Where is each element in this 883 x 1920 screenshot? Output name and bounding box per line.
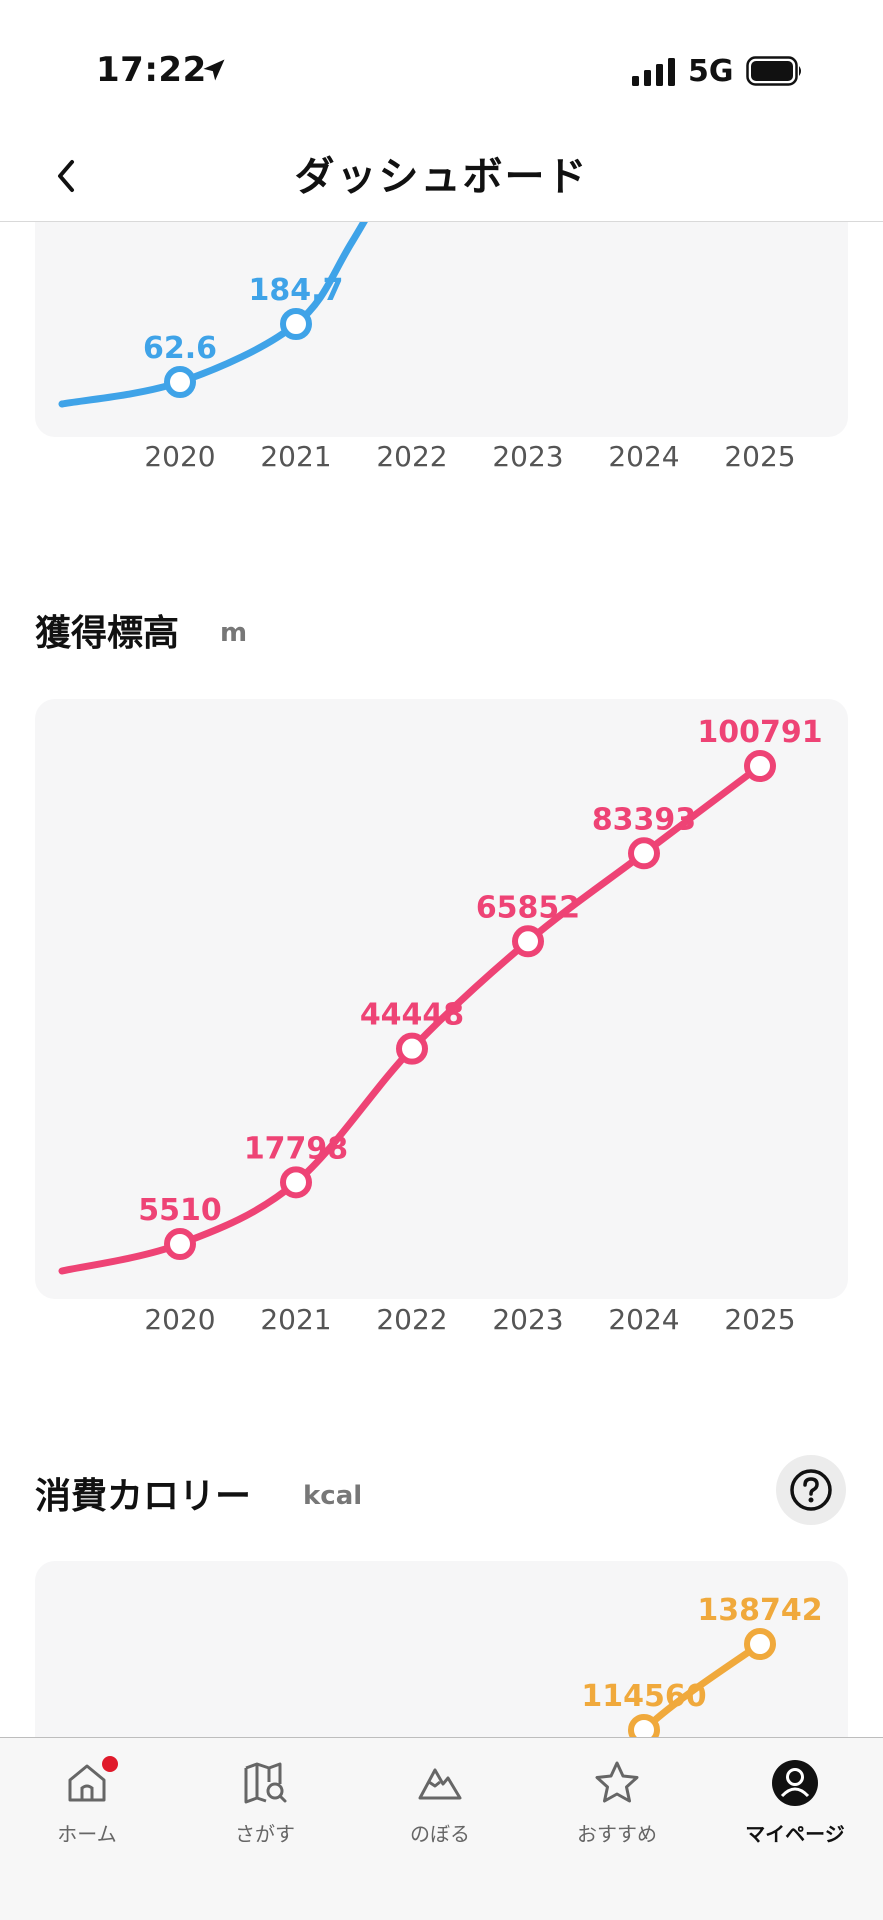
mountain-icon bbox=[415, 1758, 465, 1808]
calories-chart: 114560 138742 bbox=[581, 1593, 823, 1737]
x-tick-label: 2022 bbox=[376, 440, 447, 473]
calories-unit: kcal bbox=[303, 1481, 363, 1511]
elevation-unit: m bbox=[220, 618, 248, 648]
x-tick-label: 2024 bbox=[608, 440, 679, 473]
dashboard-content[interactable]: 62.6 184.7 2020 2021 2022 2023 2024 2025 獲得標高 m… bbox=[0, 222, 883, 1737]
user-icon bbox=[770, 1758, 820, 1808]
x-tick-label: 2024 bbox=[608, 1303, 679, 1336]
data-point bbox=[744, 1628, 776, 1660]
calories-chart-panel bbox=[35, 1561, 848, 1737]
tab-label: ホーム bbox=[57, 1822, 117, 1846]
data-label: 114560 bbox=[581, 1679, 706, 1714]
data-point bbox=[164, 1228, 196, 1260]
data-label: 83393 bbox=[592, 802, 696, 837]
star-icon bbox=[592, 1758, 642, 1808]
tab-label: マイページ bbox=[745, 1822, 845, 1846]
page-title: ダッシュボード bbox=[294, 154, 589, 200]
tab-label: おすすめ bbox=[577, 1822, 657, 1846]
x-tick-label: 2022 bbox=[376, 1303, 447, 1336]
tab-home[interactable]: ホーム bbox=[17, 1756, 157, 1858]
data-label: 44448 bbox=[360, 998, 464, 1033]
data-point bbox=[744, 750, 776, 782]
data-point bbox=[280, 308, 312, 340]
distance-chart-panel bbox=[35, 222, 848, 437]
notification-badge bbox=[102, 1756, 118, 1772]
network-type: 5G bbox=[688, 54, 734, 89]
data-point bbox=[164, 366, 196, 398]
x-tick-label: 2021 bbox=[260, 1303, 331, 1336]
data-label: 138742 bbox=[697, 1593, 822, 1628]
status-bar: 17:22 5G bbox=[0, 0, 883, 130]
data-label: 5510 bbox=[138, 1193, 222, 1228]
distance-series: 62.6 184.7 bbox=[58, 222, 368, 408]
x-tick-label: 2025 bbox=[724, 440, 795, 473]
cellular-signal-icon bbox=[632, 58, 675, 86]
x-tick-label: 2023 bbox=[492, 1303, 563, 1336]
x-tick-label: 2021 bbox=[260, 440, 331, 473]
data-label: 62.6 bbox=[143, 331, 217, 366]
status-time: 17:22 bbox=[96, 50, 207, 90]
home-icon bbox=[62, 1756, 118, 1808]
data-point bbox=[280, 1166, 312, 1199]
tab-climb[interactable]: のぼる bbox=[370, 1758, 510, 1858]
data-label: 100791 bbox=[697, 715, 822, 750]
nav-bar: ダッシュボード bbox=[0, 130, 883, 222]
tab-bar: ホーム さがす のぼる おすすめ bbox=[0, 1737, 883, 1920]
x-tick-label: 2025 bbox=[724, 1303, 795, 1336]
x-tick-label: 2020 bbox=[144, 1303, 215, 1336]
calories-section-title: 消費カロリー bbox=[35, 1476, 252, 1517]
question-circle-icon bbox=[790, 1469, 832, 1511]
tab-recommend[interactable]: おすすめ bbox=[547, 1758, 687, 1858]
map-search-icon bbox=[240, 1758, 290, 1808]
distance-chart: 62.6 184.7 2020 2021 2022 2023 2024 2025 bbox=[58, 222, 796, 473]
x-tick-label: 2023 bbox=[492, 440, 563, 473]
data-label: 65852 bbox=[476, 890, 580, 925]
x-tick-label: 2020 bbox=[144, 440, 215, 473]
data-point bbox=[512, 925, 544, 958]
data-label: 184.7 bbox=[249, 273, 344, 308]
tab-search[interactable]: さがす bbox=[195, 1758, 335, 1858]
back-button[interactable] bbox=[46, 150, 86, 202]
data-point bbox=[396, 1032, 428, 1065]
location-arrow-icon bbox=[203, 59, 225, 81]
data-label: 17798 bbox=[244, 1131, 348, 1166]
tab-label: さがす bbox=[235, 1822, 295, 1846]
tab-label: のぼる bbox=[410, 1822, 470, 1846]
tab-mypage[interactable]: マイページ bbox=[725, 1758, 865, 1858]
data-point bbox=[628, 1714, 660, 1737]
help-button[interactable] bbox=[776, 1455, 846, 1525]
elevation-chart: 5510 17798 44448 65852 83393 100791 2020 2021 20… bbox=[58, 715, 823, 1336]
series-line bbox=[58, 222, 368, 408]
data-point bbox=[628, 837, 660, 870]
elevation-section-title: 獲得標高 bbox=[35, 613, 180, 654]
battery-icon bbox=[746, 56, 801, 86]
chevron-left-icon bbox=[58, 160, 74, 192]
